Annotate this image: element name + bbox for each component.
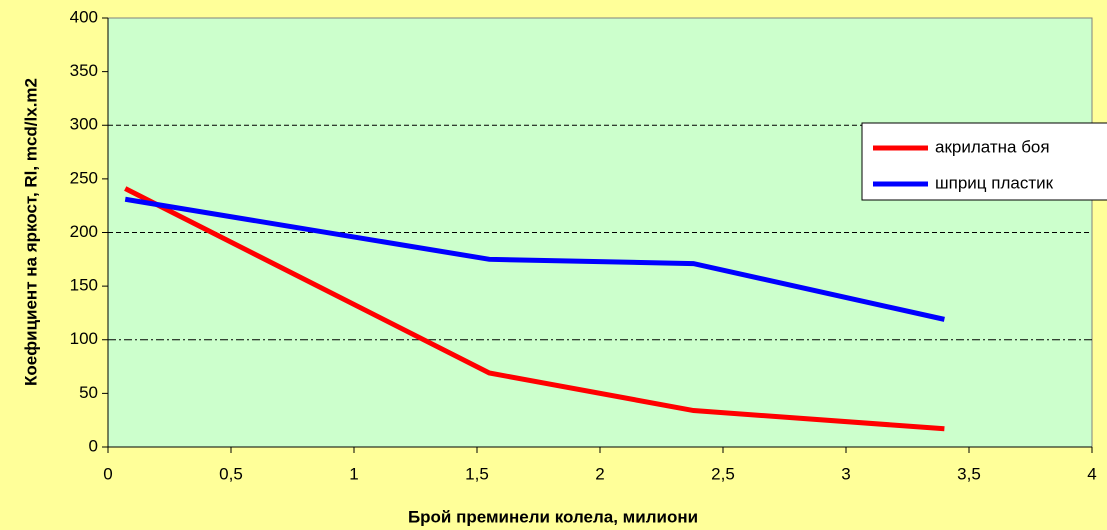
y-tick-label: 100 (70, 329, 98, 348)
x-tick-label: 1,5 (465, 464, 489, 483)
y-tick-label: 300 (70, 115, 98, 134)
legend-box (861, 122, 1107, 201)
x-tick-label: 3,5 (957, 464, 981, 483)
y-tick-label: 50 (79, 383, 98, 402)
y-tick-label: 150 (70, 276, 98, 295)
y-tick-label: 400 (70, 7, 98, 26)
y-tick-label: 250 (70, 168, 98, 187)
x-tick-label: 0,5 (219, 464, 243, 483)
x-tick-label: 3 (841, 464, 850, 483)
legend-label: акрилатна боя (935, 137, 1050, 156)
x-tick-label: 2 (595, 464, 604, 483)
y-tick-label: 200 (70, 222, 98, 241)
line-series (124, 196, 945, 322)
x-tick-label: 2,5 (711, 464, 735, 483)
y-tick-label: 350 (70, 61, 98, 80)
legend-label: шприц пластик (935, 173, 1054, 192)
y-axis-label: Коефициент на яркост, Rl, mcd/lx.m2 (21, 78, 40, 386)
y-tick-label: 0 (89, 436, 98, 455)
x-tick-label: 4 (1087, 464, 1096, 483)
x-axis-label: Брой преминели колела, милиони (408, 507, 698, 526)
line-series (124, 186, 945, 432)
x-tick-label: 0 (103, 464, 112, 483)
x-tick-label: 1 (349, 464, 358, 483)
